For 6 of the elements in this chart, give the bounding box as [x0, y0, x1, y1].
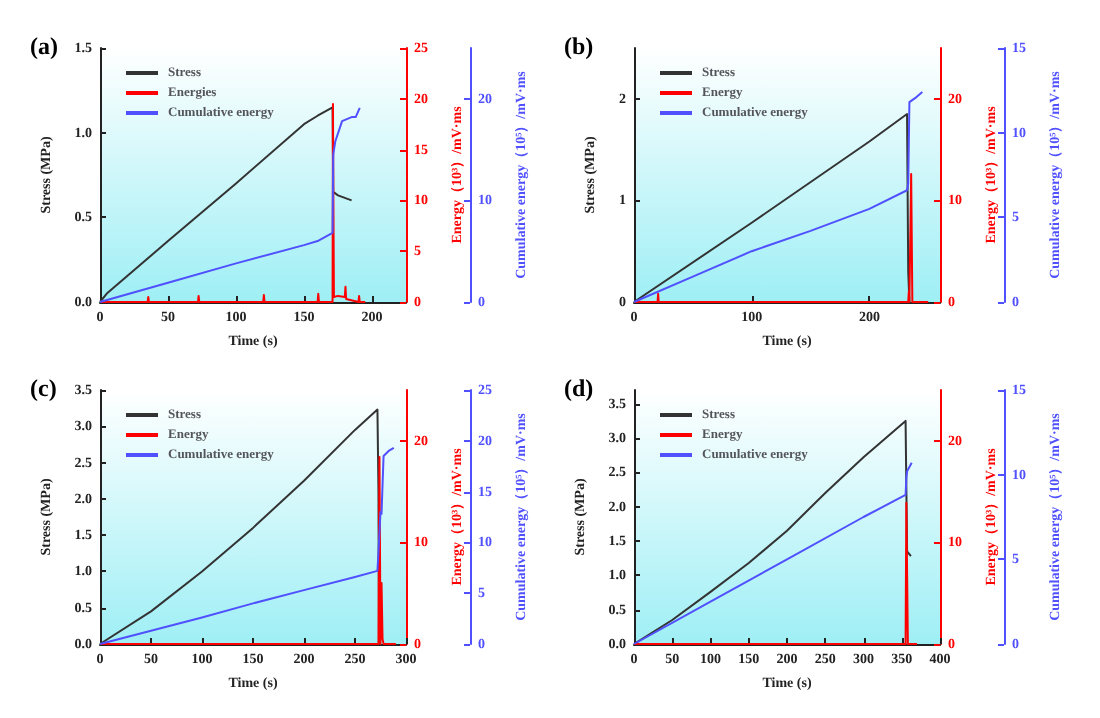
- chart-title: (d): [564, 374, 594, 402]
- chart-title: (c): [30, 374, 57, 402]
- chart-title: (a): [30, 32, 58, 60]
- line-series: [633, 419, 912, 645]
- chart-title: (b): [564, 32, 594, 60]
- line-series: [633, 461, 913, 645]
